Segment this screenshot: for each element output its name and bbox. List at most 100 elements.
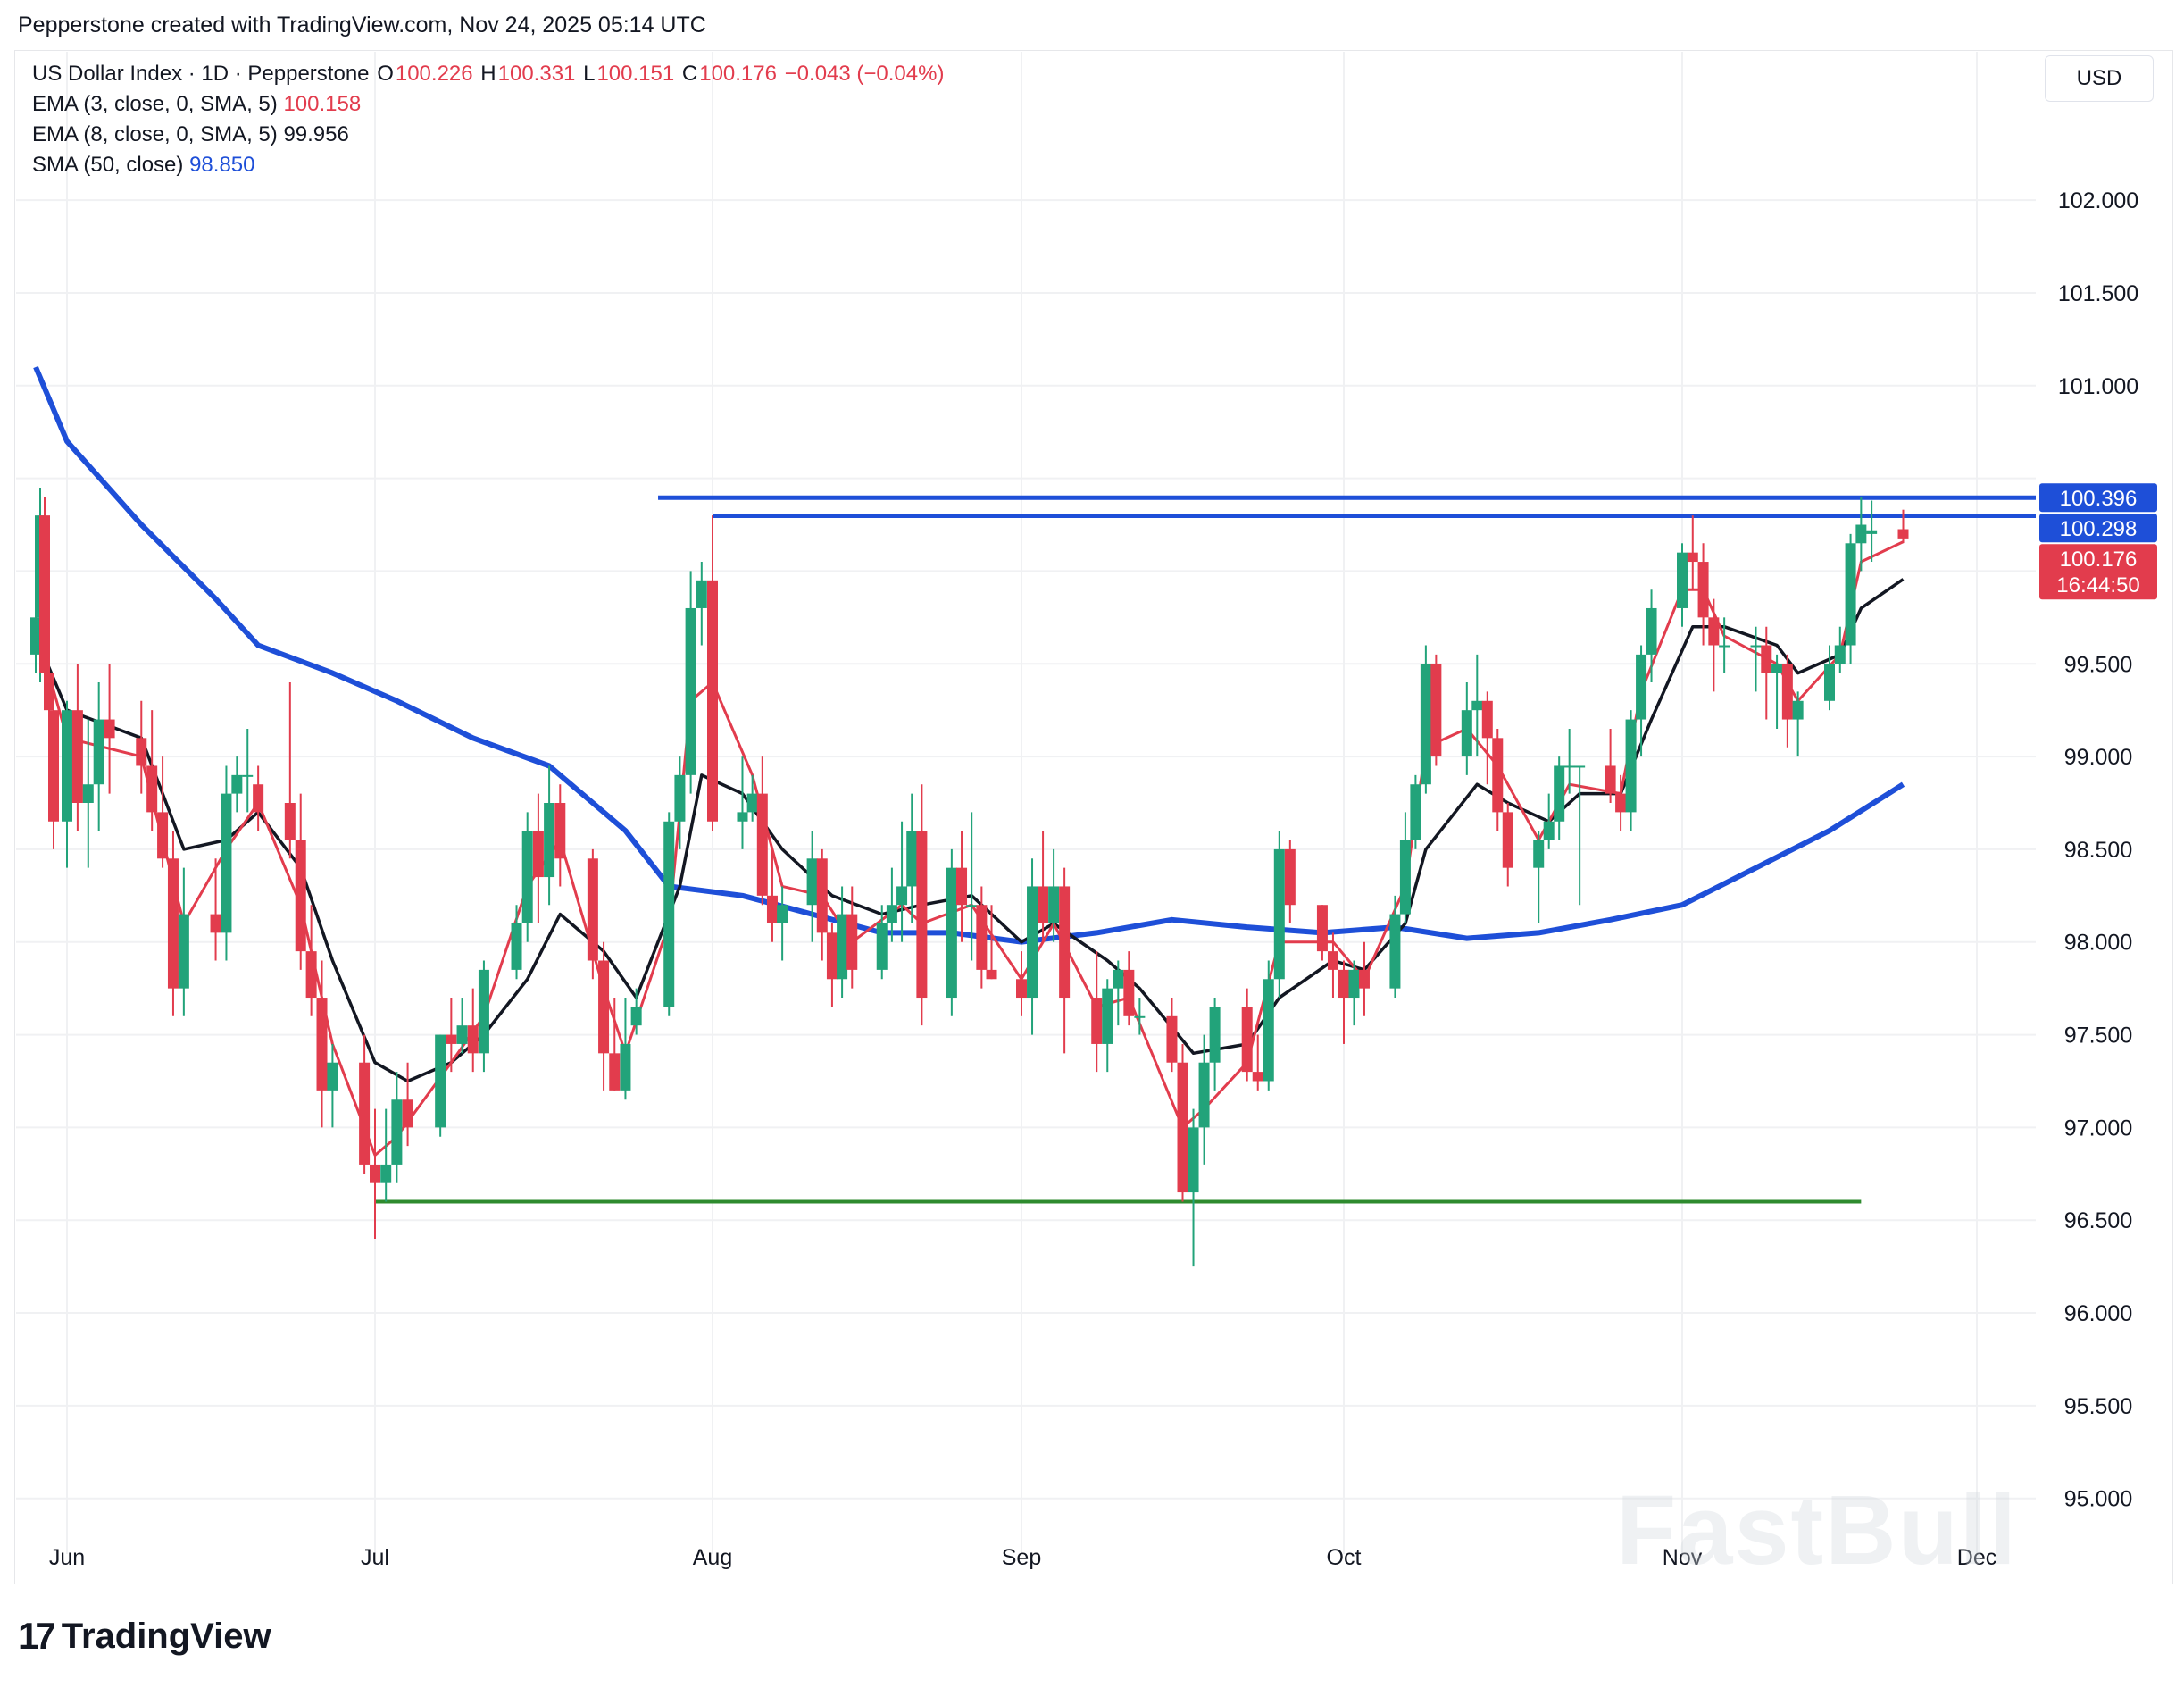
candle-body: [1563, 765, 1575, 768]
candle-body: [1166, 1015, 1178, 1063]
candle: [1834, 626, 1846, 673]
candle: [1605, 728, 1616, 803]
moving-averages: [33, 365, 1905, 1157]
candle-body: [30, 617, 41, 655]
high-label: H: [480, 62, 496, 86]
x-tick-label: Oct: [1327, 1545, 1362, 1570]
candle: [295, 793, 306, 970]
candle: [1781, 654, 1793, 748]
candle-body: [1574, 765, 1586, 768]
candle-body: [1430, 664, 1442, 757]
candle: [284, 682, 296, 859]
candle: [1771, 654, 1783, 729]
legend-ema8-row[interactable]: EMA (8, close, 0, SMA, 5) 99.956: [32, 120, 946, 150]
candle: [916, 784, 928, 1026]
symbol-label[interactable]: US Dollar Index · 1D · Pepperstone: [32, 62, 370, 86]
candle-body: [1792, 700, 1804, 720]
grid: [16, 52, 2036, 1554]
candle: [630, 988, 642, 1035]
candle: [846, 886, 858, 989]
candle-body: [1284, 848, 1296, 906]
candle: [620, 998, 631, 1100]
candle-body: [609, 1053, 621, 1091]
candle-body: [295, 840, 306, 952]
candle: [663, 812, 675, 1016]
x-tick-label: Jul: [361, 1545, 389, 1570]
candle-body: [521, 831, 533, 923]
candle: [1358, 941, 1370, 1016]
candle-body: [956, 867, 968, 906]
candle: [1845, 533, 1856, 664]
candle: [511, 905, 522, 980]
candle: [1016, 951, 1027, 1016]
candle-body: [826, 932, 838, 980]
candle-body: [1123, 969, 1135, 1016]
candle: [1327, 932, 1338, 999]
x-tick-label: Aug: [693, 1545, 732, 1570]
candle-body: [1481, 700, 1493, 739]
low-value: 100.151: [596, 62, 675, 86]
candle-body: [846, 914, 858, 970]
candle: [896, 821, 908, 942]
candle: [976, 886, 988, 989]
x-tick-label: Dec: [1957, 1545, 1996, 1570]
candle-body: [1048, 886, 1060, 923]
candle-body: [1687, 552, 1698, 563]
candle: [1677, 543, 1688, 627]
candle: [456, 998, 468, 1054]
candle: [391, 1072, 403, 1183]
candle-body: [1273, 848, 1285, 980]
candle: [674, 756, 686, 849]
currency-button[interactable]: USD: [2045, 55, 2154, 102]
legend-sma50-row[interactable]: SMA (50, close) 98.850: [32, 150, 946, 180]
ema8-value: 99.956: [283, 122, 349, 146]
candle-body: [231, 774, 243, 794]
candle-body: [327, 1062, 338, 1091]
candle-body: [816, 858, 828, 933]
candle-body: [1697, 562, 1709, 618]
candle: [44, 645, 54, 720]
candle: [554, 784, 566, 887]
candle: [609, 998, 621, 1091]
candle: [39, 497, 50, 692]
candle-body: [1771, 664, 1783, 673]
candle-body: [104, 719, 115, 739]
candle: [1038, 831, 1049, 942]
candle-body: [966, 905, 978, 907]
candle-body: [1410, 784, 1421, 840]
candle-body: [1461, 710, 1472, 757]
candle-body: [1241, 1007, 1253, 1073]
candle: [746, 774, 758, 822]
candle: [886, 867, 897, 942]
candle: [104, 664, 115, 794]
candle-body: [766, 895, 778, 923]
candle: [62, 700, 72, 868]
candle-body: [746, 793, 758, 813]
tradingview-brand: 17 TradingView: [18, 1615, 271, 1658]
candle: [178, 867, 189, 1016]
close-value: 100.176: [699, 62, 777, 86]
candle-body: [1252, 1072, 1263, 1082]
candle-body: [696, 580, 707, 608]
candle-body: [1389, 914, 1401, 989]
candle-body: [896, 886, 908, 906]
candle: [1284, 840, 1296, 923]
candle-body: [1761, 645, 1772, 673]
candle-body: [1845, 543, 1856, 646]
level-price-tag: [2039, 483, 2157, 513]
candle: [1177, 1043, 1188, 1202]
candle: [1166, 998, 1178, 1073]
candle-body: [554, 803, 566, 859]
candle: [1636, 645, 1647, 757]
candle-body: [253, 784, 264, 813]
candle-body: [62, 710, 72, 822]
candle: [696, 562, 707, 646]
candle-body: [1316, 905, 1328, 952]
candle-body: [1134, 1015, 1146, 1018]
candle: [1481, 691, 1493, 785]
candle: [1492, 728, 1504, 831]
candle: [1502, 803, 1513, 887]
legend-ema3-row[interactable]: EMA (3, close, 0, SMA, 5) 100.158: [32, 89, 946, 120]
candle-body: [886, 905, 897, 923]
